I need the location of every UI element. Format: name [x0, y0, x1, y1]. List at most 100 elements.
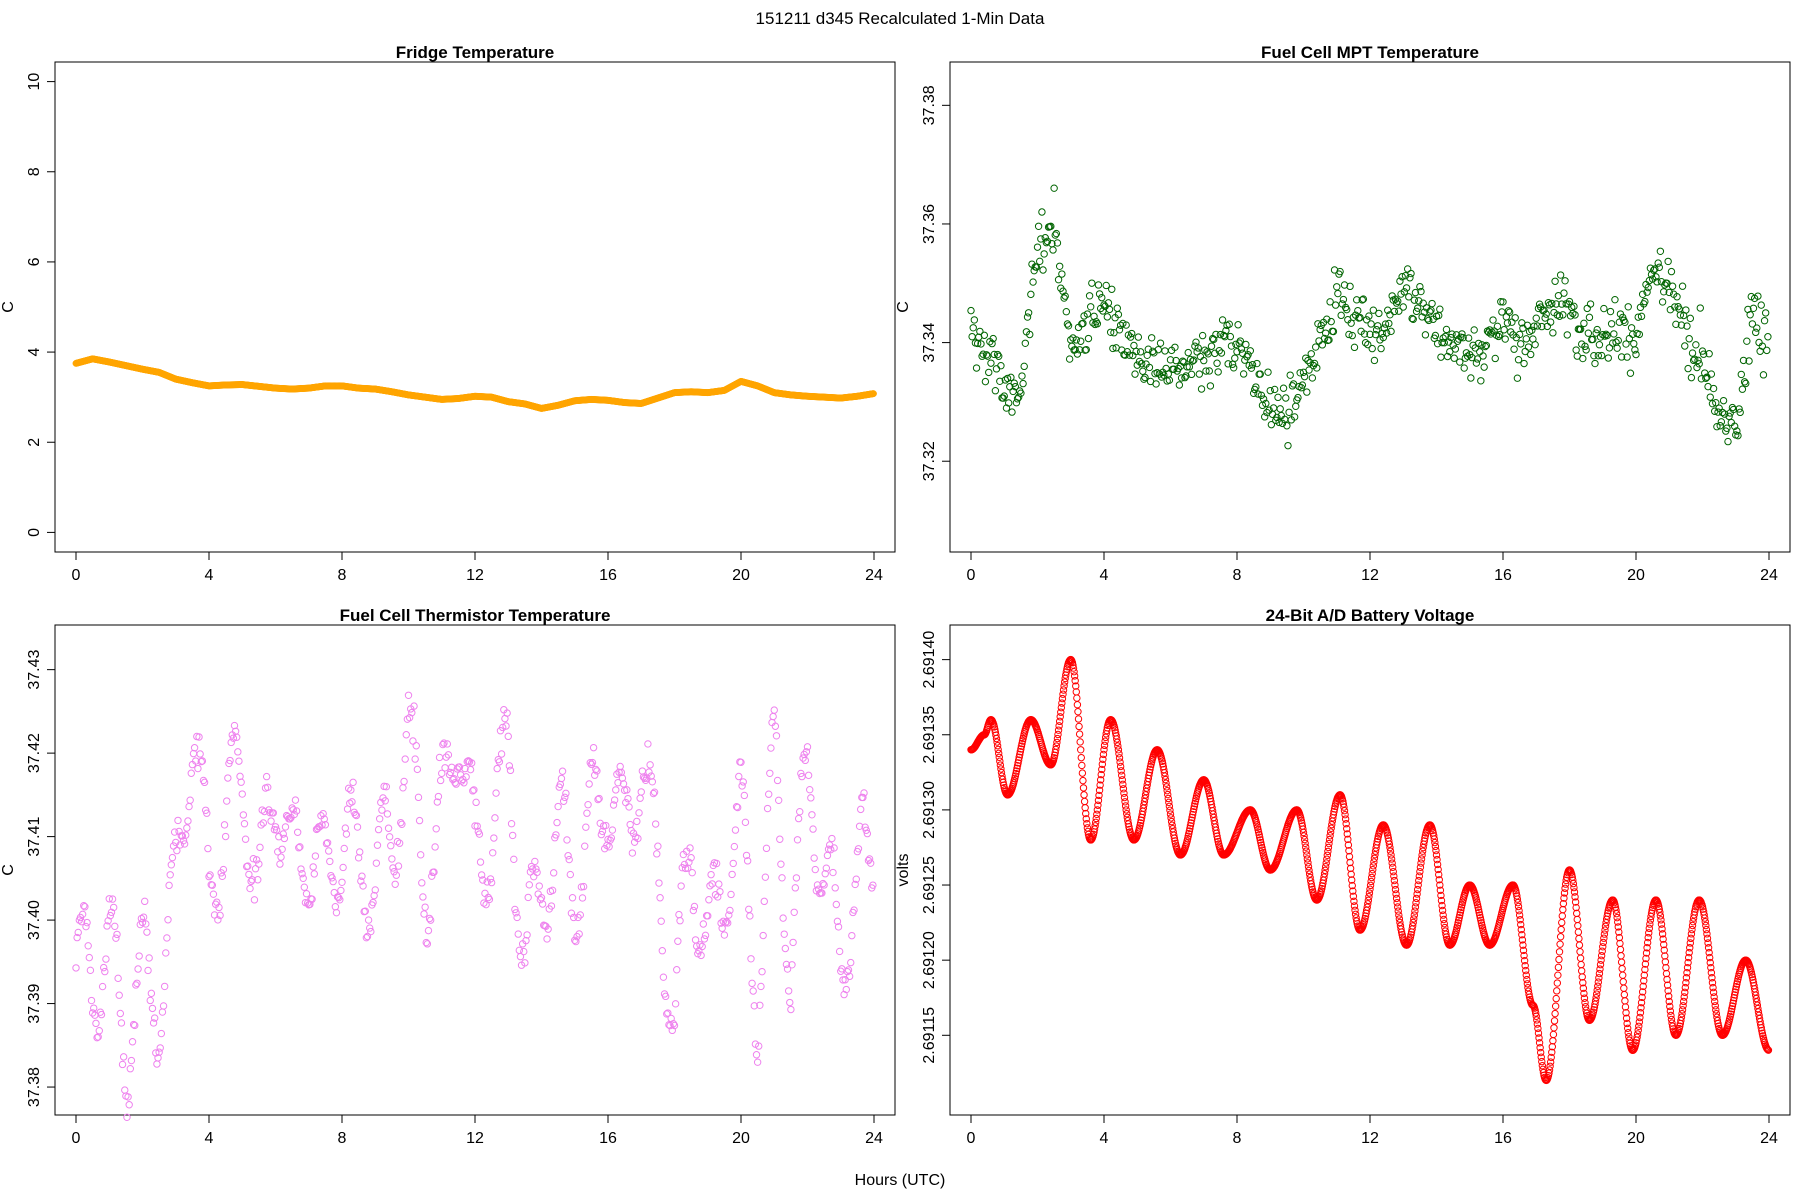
data-point [969, 324, 977, 332]
data-point [1563, 331, 1571, 339]
data-point [1696, 304, 1704, 312]
data-point [1508, 318, 1516, 326]
data-point [1075, 730, 1084, 738]
data-point [1511, 314, 1519, 322]
x-tick-label: 16 [599, 1130, 617, 1147]
data-point [513, 913, 521, 922]
data-point [1049, 246, 1057, 254]
data-point [653, 850, 661, 858]
data-point [792, 874, 801, 882]
y-axis: 37.38 37.39 37.40 37.41 37.42 37.43 [26, 650, 56, 1107]
y-tick-label: 8 [26, 167, 43, 176]
data-point [559, 797, 568, 805]
data-points [72, 355, 877, 412]
data-point [847, 958, 855, 967]
y-tick-label: 6 [26, 257, 43, 266]
data-point [1084, 334, 1093, 343]
data-point [967, 306, 975, 315]
data-point [125, 1101, 133, 1109]
x-tick-label: 24 [865, 1130, 883, 1147]
data-point [341, 824, 350, 832]
data-point [1270, 385, 1279, 394]
data-point [373, 841, 382, 849]
data-point [1285, 408, 1293, 416]
data-point [1286, 371, 1294, 379]
data-point [1759, 371, 1768, 379]
data-point [992, 365, 1001, 373]
data-point [246, 884, 254, 893]
data-point [716, 887, 724, 896]
data-point [761, 873, 770, 881]
data-point [589, 743, 598, 752]
data-point [762, 844, 771, 853]
data-point [659, 973, 668, 981]
data-point [759, 931, 767, 940]
data-point [1541, 314, 1549, 322]
data-point [1555, 948, 1564, 956]
data-point [549, 869, 558, 877]
data-point [1706, 393, 1714, 401]
data-point [145, 954, 153, 962]
data-point [404, 691, 413, 699]
data-point [82, 922, 90, 931]
data-point [1141, 373, 1149, 382]
data-point [432, 825, 440, 833]
data-point [582, 823, 590, 831]
x-tick-label: 8 [338, 567, 347, 584]
data-point [1433, 339, 1442, 348]
data-point [1656, 247, 1665, 255]
data-point [435, 753, 444, 762]
data-point [1034, 222, 1043, 231]
data-point [1156, 339, 1165, 347]
data-point [1279, 384, 1288, 392]
data-point [515, 946, 524, 955]
data-point [121, 1086, 129, 1094]
data-point [784, 987, 793, 995]
data-point [661, 992, 670, 1001]
data-point [476, 858, 485, 866]
x-tick-label: 12 [466, 567, 484, 584]
x-tick-label: 4 [205, 1130, 214, 1147]
data-point [1311, 343, 1320, 351]
data-point [1079, 784, 1088, 792]
data-point [1375, 309, 1383, 318]
data-point [190, 744, 199, 752]
data-point [338, 878, 346, 886]
plot-frame [54, 624, 896, 1116]
data-point [625, 803, 633, 811]
data-point [141, 897, 149, 906]
data-point [1549, 329, 1557, 337]
data-point [1607, 320, 1616, 328]
data-point [1551, 1002, 1560, 1010]
data-point [490, 834, 498, 842]
data-point [238, 790, 246, 798]
data-point [418, 879, 426, 887]
x-tick-label: 0 [967, 567, 976, 584]
data-point [1134, 333, 1143, 341]
data-point [1576, 954, 1585, 962]
y-tick-label: 2.69125 [921, 856, 938, 914]
y-tick-label: 37.38 [26, 1067, 43, 1107]
data-point [1292, 402, 1300, 410]
data-point [850, 906, 858, 914]
data-point [119, 1053, 128, 1061]
data-point [612, 786, 620, 794]
data-point [829, 868, 837, 877]
data-point [1553, 979, 1562, 987]
data-point [1195, 370, 1204, 378]
data-point [1095, 290, 1104, 298]
data-point [725, 911, 733, 919]
data-point [787, 1005, 795, 1014]
data-point [1582, 346, 1590, 354]
data-point [1437, 353, 1445, 361]
data-point [1050, 184, 1058, 192]
data-point [239, 811, 248, 819]
y-axis-label: volts [895, 854, 912, 887]
data-point [86, 966, 95, 975]
data-point [1556, 940, 1564, 948]
x-tick-label: 4 [1100, 1130, 1109, 1147]
data-point [770, 706, 778, 714]
data-point [387, 842, 395, 850]
data-point [1752, 328, 1760, 337]
data-point [251, 865, 260, 873]
